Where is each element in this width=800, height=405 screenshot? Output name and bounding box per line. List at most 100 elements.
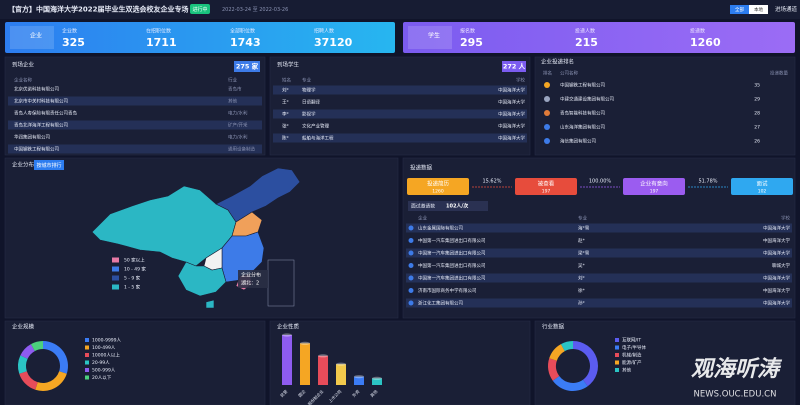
student-school: 中国海洋大学 [498,135,525,142]
row-bg [273,109,527,119]
bar-cap [372,376,382,380]
row-icon [408,238,414,243]
stats-label: 企业 [30,32,42,40]
stat-value: 1711 [146,36,177,49]
funnel-step-label: 面试 [756,180,768,188]
funnel-company: 中国第一汽车集团进出口有限公司 [418,237,486,244]
legend-swatch [85,375,89,380]
funnel-major: 孙* [578,300,585,307]
bar [300,343,310,385]
funnel-school: 中国海洋大学 [763,275,790,282]
date-range: 2022-03-24 至 2022-03-26 [222,7,288,13]
legend-swatch [85,360,89,365]
column-header: 排名 [543,70,552,77]
x-tick-label: 国企 [297,388,307,398]
panel [269,320,531,405]
donut-slice [548,358,560,381]
legend-swatch [615,368,619,372]
ranking-company: 山东海洋集团有限公司 [560,124,605,131]
stat-value: 1260 [690,36,721,49]
legend-swatch [85,345,89,350]
status-text: 进行中 [192,6,207,13]
funnel-step [623,178,685,195]
funnel-step-value: 102 [758,189,767,195]
ranking-value: 28 [754,111,760,117]
legend-label: 能源/矿产 [622,359,642,366]
company-industry: 电力/水利 [228,134,248,141]
stat-label: 投递人数 [575,28,595,35]
legend-label: 1000-9999人 [92,338,122,344]
funnel-major: 吴* [578,263,585,269]
row-icon [408,300,414,306]
rank-icon [544,138,550,144]
funnel-step [731,178,793,195]
column-header: 企业名称 [14,77,32,84]
ranking-value: 35 [754,83,760,89]
legend-label: 50 家以上 [124,257,145,264]
legend-swatch [112,275,119,281]
funnel-major: 赵* [578,237,585,244]
stat-value: 37120 [314,36,353,49]
stat-value: 1743 [230,36,261,49]
column-header: 投递数量 [770,70,788,77]
legend-swatch [615,345,619,350]
ranking-company: 青岛智能科技有限公司 [560,110,605,117]
chart-title: 行业数据 [542,323,565,331]
student-stats [403,22,795,53]
legend-label: 机械/制造 [622,352,642,359]
rank-icon [544,96,550,102]
company-name: 青岛人寿保险有限责任公司青岛 [14,110,77,117]
icon-box [408,26,452,49]
legend-swatch [85,338,89,342]
donut-slice [35,371,67,391]
student-school: 中国海洋大学 [498,87,525,94]
student-major: 影视学 [302,111,316,118]
funnel-step-label: 企业有意向 [640,180,668,188]
student-name: 刘* [282,87,289,94]
map-button[interactable] [34,160,64,170]
company-industry: 电力/水利 [228,110,248,117]
bar-cap [282,333,292,337]
student-major: 物理学 [302,87,316,94]
student-school: 中国海洋大学 [498,99,525,106]
stat-value: 215 [575,36,598,49]
donut-slice [573,341,599,387]
stat-label: 招聘人数 [314,28,334,35]
stat-label: 企业数 [62,28,77,35]
funnel-step-value: 197 [650,189,659,195]
funnel-company: 济南市国际商务中学有限公司 [418,287,477,294]
stat-label: 投递数 [690,28,705,35]
panel-title: 企业分布 [12,161,35,169]
student-major: 文化产业管理 [302,123,329,130]
tooltip-text: 湖北：2 [241,280,259,287]
watermark-title: 观海听涛 [691,357,783,382]
map-tooltip [238,270,268,288]
filter-button[interactable] [749,5,768,14]
funnel-step [407,178,469,195]
funnel-major: 徐* [578,287,585,294]
entry-link[interactable]: 进场通道 [775,5,798,13]
column-header: 学校 [781,215,790,222]
funnel-major: 海*雪 [578,225,590,232]
rank-icon [544,82,550,88]
funnel-major: 刘* [578,275,585,282]
row-bg [406,248,792,258]
legend-label: 电子/半导体 [622,344,647,351]
x-tick-label: 其他 [369,388,379,398]
company-name: 北京市中关村科技有限公司 [14,98,68,105]
row-icon [408,263,414,268]
tooltip-title: 企业分布 [241,272,261,279]
legend-swatch [112,266,119,272]
row-bg [8,144,262,154]
row-bg [8,96,262,106]
row-icon [408,288,414,293]
company-industry: 矿产/开采 [228,122,248,129]
row-bg [273,133,527,143]
interview-label: 面试邀请数 [411,203,435,210]
rank-icon [544,124,550,130]
bar-cap [354,375,364,379]
legend-swatch [112,284,119,290]
filter-button[interactable] [730,5,749,14]
region-hainan [205,299,215,309]
